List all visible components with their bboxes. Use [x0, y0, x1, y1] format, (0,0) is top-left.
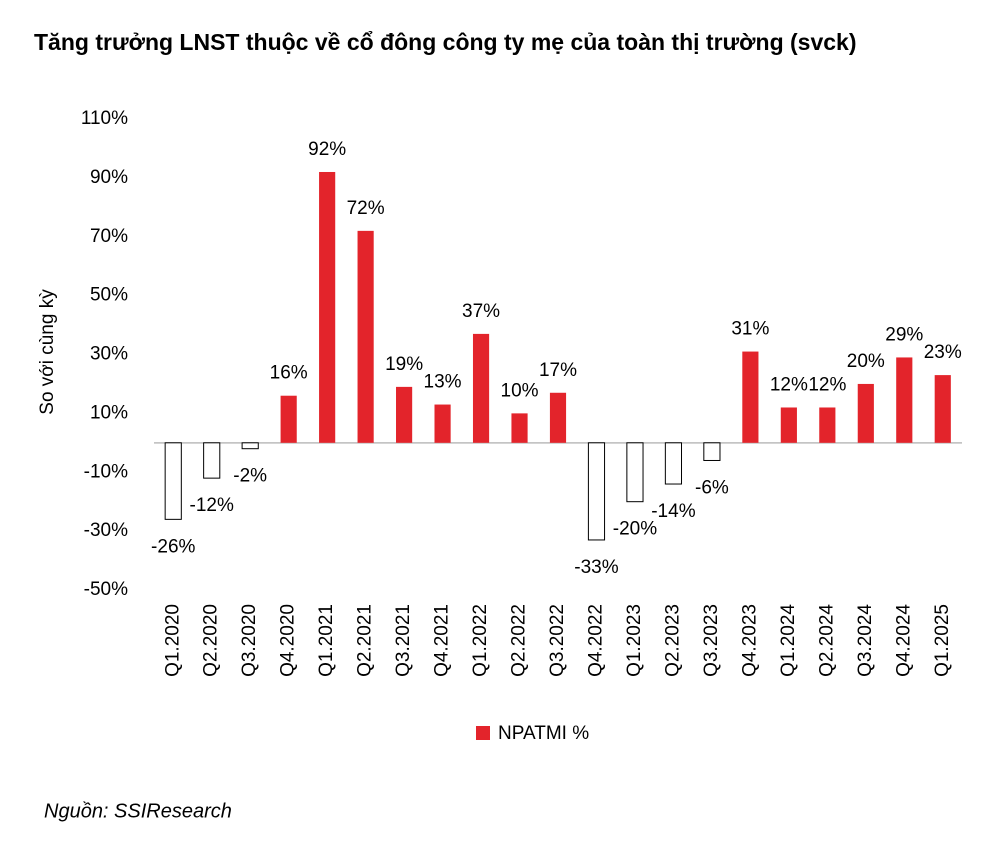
y-tick-label: 30%: [90, 344, 128, 365]
bar: [857, 383, 874, 443]
x-tick-label: Q2.2023: [662, 604, 683, 677]
x-tick-label: Q3.2022: [547, 604, 568, 677]
data-label: 10%: [501, 380, 539, 401]
bar: [626, 442, 644, 503]
bar: [164, 442, 182, 520]
bar: [703, 442, 721, 461]
bar: [664, 442, 683, 485]
x-tick-label: Q3.2024: [855, 604, 876, 677]
x-tick-label: Q3.2021: [393, 604, 414, 677]
data-label: -26%: [151, 536, 195, 557]
data-label: 72%: [347, 198, 385, 219]
x-tick-label: Q4.2024: [893, 604, 914, 677]
x-tick-label: Q2.2024: [816, 604, 837, 677]
bar: [203, 442, 221, 479]
x-tick-label: Q4.2022: [585, 604, 606, 677]
bar: [319, 171, 336, 443]
bar: [587, 442, 606, 541]
y-tick-label: -30%: [84, 520, 128, 541]
bar: [434, 404, 451, 443]
x-tick-label: Q1.2021: [316, 604, 337, 677]
x-tick-label: Q1.2022: [470, 604, 491, 677]
y-tick-label: 90%: [90, 167, 128, 188]
data-label: -20%: [613, 519, 657, 540]
data-label: -2%: [233, 466, 267, 487]
bar: [742, 351, 759, 443]
x-tick-label: Q1.2020: [162, 604, 183, 677]
x-tick-label: Q2.2022: [509, 604, 530, 677]
legend-swatch: [476, 726, 490, 740]
y-tick-label: 70%: [90, 226, 128, 247]
x-tick-label: Q2.2021: [355, 604, 376, 677]
x-tick-label: Q4.2020: [278, 604, 299, 677]
data-label: -33%: [574, 557, 618, 578]
bar: [241, 442, 259, 450]
x-tick-label: Q1.2025: [932, 604, 953, 677]
data-label: 12%: [770, 375, 808, 396]
data-label: -6%: [695, 477, 729, 498]
bar: [896, 357, 913, 443]
y-tick-label: 50%: [90, 285, 128, 306]
data-label: 31%: [731, 319, 769, 340]
chart-title: Tăng trưởng LNST thuộc về cổ đông công t…: [34, 29, 857, 55]
x-tick-label: Q1.2023: [624, 604, 645, 677]
data-label: 19%: [385, 354, 423, 375]
bar: [357, 230, 374, 443]
y-tick-label: -10%: [84, 461, 128, 482]
y-tick-label: -50%: [84, 579, 128, 600]
data-label: 29%: [885, 324, 923, 345]
bar: [396, 386, 413, 443]
x-tick-label: Q4.2023: [739, 604, 760, 677]
bar: [280, 395, 297, 443]
bar: [511, 413, 528, 443]
data-label: 12%: [808, 375, 846, 396]
data-label: 20%: [847, 351, 885, 372]
x-tick-label: Q3.2023: [701, 604, 722, 677]
data-label: 37%: [462, 301, 500, 322]
y-tick-label: 110%: [81, 108, 128, 129]
x-tick-label: Q1.2024: [778, 604, 799, 677]
y-tick-label: 10%: [90, 402, 128, 423]
x-tick-label: Q2.2020: [201, 604, 222, 677]
x-tick-label: Q3.2020: [239, 604, 260, 677]
data-label: -12%: [190, 495, 234, 516]
data-label: 13%: [424, 372, 462, 393]
bar: [819, 407, 836, 443]
y-axis-label: So với cùng kỳ: [37, 289, 58, 415]
bar: [549, 392, 567, 443]
bar: [472, 333, 490, 443]
data-label: 17%: [539, 360, 577, 381]
legend-label: NPATMI %: [498, 723, 589, 744]
x-tick-label: Q4.2021: [432, 604, 453, 677]
data-label: 92%: [308, 139, 346, 160]
source-note: Nguồn: SSIResearch: [44, 800, 232, 822]
data-label: 16%: [270, 363, 308, 384]
bar: [780, 407, 797, 443]
data-label: -14%: [651, 501, 695, 522]
data-label: 23%: [924, 342, 962, 363]
bar: [934, 375, 951, 443]
